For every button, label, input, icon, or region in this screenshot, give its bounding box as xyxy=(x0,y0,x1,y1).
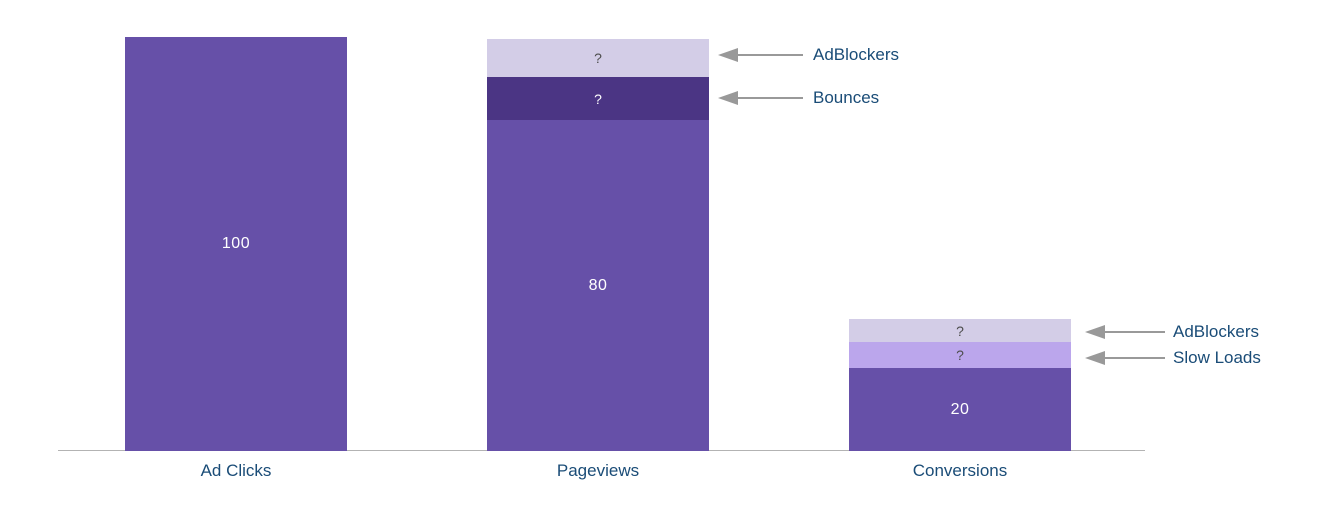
segment-value-label: ? xyxy=(594,50,602,66)
annotation-arrow-adblockers xyxy=(718,48,803,62)
arrow-shaft xyxy=(1105,331,1165,333)
segment-value-label: 100 xyxy=(221,235,251,252)
arrowhead-left-icon xyxy=(1085,351,1105,365)
annotation-label-slow-loads: Slow Loads xyxy=(1173,348,1261,367)
category-label-pageviews: Pageviews xyxy=(556,461,640,480)
category-label-ad-clicks: Ad Clicks xyxy=(200,461,272,480)
segment-value-label: ? xyxy=(956,322,964,339)
annotation-label-adblockers: AdBlockers xyxy=(1173,322,1259,341)
arrowhead-left-icon xyxy=(1085,325,1105,339)
segment-value-label: 80 xyxy=(588,276,608,294)
bar-ad-clicks: 100 xyxy=(125,37,347,451)
category-label-conversions: Conversions xyxy=(912,461,1008,480)
segment-conversions-adblockers[interactable]: ? xyxy=(849,319,1071,342)
segment-conversions-conversions[interactable]: 20 xyxy=(849,368,1071,451)
annotation-label-adblockers: AdBlockers xyxy=(813,45,899,64)
segment-value-label: ? xyxy=(956,347,964,363)
annotation-arrow-bounces xyxy=(718,91,803,105)
segment-pageviews-bounces[interactable]: ? xyxy=(487,77,709,120)
segment-value-label: 20 xyxy=(950,400,970,418)
annotation-arrow-adblockers xyxy=(1085,325,1165,339)
annotation-arrow-slow-loads xyxy=(1085,351,1165,365)
arrow-shaft xyxy=(738,97,803,99)
segment-ad-clicks-ad-clicks[interactable]: 100 xyxy=(125,37,347,451)
arrow-shaft xyxy=(1105,357,1165,359)
segment-pageviews-adblockers[interactable]: ? xyxy=(487,39,709,77)
segment-value-label: ? xyxy=(594,90,602,107)
bar-pageviews: ?? 80 xyxy=(487,39,709,451)
segment-pageviews-pageviews[interactable]: 80 xyxy=(487,120,709,451)
segment-conversions-slow-loads[interactable]: ? xyxy=(849,342,1071,368)
arrowhead-left-icon xyxy=(718,48,738,62)
arrowhead-left-icon xyxy=(718,91,738,105)
arrow-shaft xyxy=(738,54,803,56)
bar-conversions: ?? 20 xyxy=(849,319,1071,451)
annotation-label-bounces: Bounces xyxy=(813,88,880,107)
